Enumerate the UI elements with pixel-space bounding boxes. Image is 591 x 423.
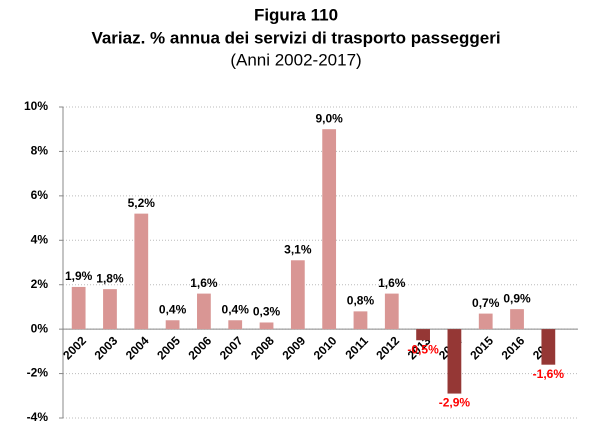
bar: [134, 213, 149, 330]
value-label: 1,6%: [190, 276, 218, 290]
value-label: 9,0%: [315, 111, 343, 125]
chart-title: Figura 110: [254, 5, 338, 24]
y-tick-label: 6%: [31, 188, 49, 202]
x-tick-label: 2005: [154, 333, 183, 362]
value-label: 0,7%: [472, 296, 500, 310]
bar: [165, 320, 180, 330]
x-tick-label: 2011: [343, 333, 372, 362]
value-label: 1,6%: [378, 276, 406, 290]
x-tick-label: 2003: [92, 333, 121, 362]
value-label: 3,1%: [284, 242, 312, 256]
x-tick-label: 2016: [499, 333, 528, 362]
bar: [541, 329, 556, 365]
bar: [478, 313, 493, 330]
bar: [103, 289, 117, 330]
bar: [259, 322, 274, 330]
bar: [290, 260, 305, 330]
y-tick-label: 8%: [31, 144, 49, 158]
y-tick-label: 4%: [31, 232, 49, 246]
value-label: -1,6%: [533, 367, 565, 381]
y-tick-label: 10%: [24, 99, 48, 113]
bar: [197, 293, 211, 330]
chart-note: (Anni 2002-2017): [230, 50, 361, 69]
x-tick-label: 2006: [185, 333, 214, 362]
value-label: 5,2%: [128, 196, 156, 210]
value-label: -2,9%: [439, 396, 471, 410]
x-tick-label: 2010: [311, 333, 340, 362]
bar: [447, 329, 462, 394]
bar: [322, 129, 337, 330]
bar: [228, 320, 243, 330]
chart-subtitle: Variaz. % annua dei servizi di trasporto…: [91, 28, 500, 47]
x-tick-label: 2012: [373, 333, 402, 362]
x-tick-label: 2009: [279, 333, 308, 362]
y-tick-label: 0%: [31, 321, 49, 335]
x-tick-label: 2015: [467, 333, 496, 362]
bar: [510, 309, 524, 330]
x-tick-label: 2008: [248, 333, 277, 362]
bar: [71, 286, 86, 330]
value-label: 0,3%: [253, 305, 281, 319]
x-tick-label: 2007: [217, 333, 246, 362]
value-label: 0,8%: [347, 294, 375, 308]
y-tick-label: -4%: [27, 410, 49, 423]
x-tick-label: 2004: [123, 333, 152, 362]
y-tick-label: 2%: [31, 277, 49, 291]
value-label: 0,4%: [222, 302, 250, 316]
y-tick-label: -2%: [27, 366, 49, 380]
x-tick-label: 2002: [60, 333, 89, 362]
bar: [353, 311, 368, 330]
bar: [416, 329, 430, 341]
value-label: 0,4%: [159, 302, 187, 316]
value-label: -0,5%: [407, 342, 439, 356]
value-label: 0,9%: [503, 291, 531, 305]
bar: [384, 293, 399, 330]
value-label: 1,8%: [96, 271, 124, 285]
value-label: 1,9%: [65, 269, 93, 283]
